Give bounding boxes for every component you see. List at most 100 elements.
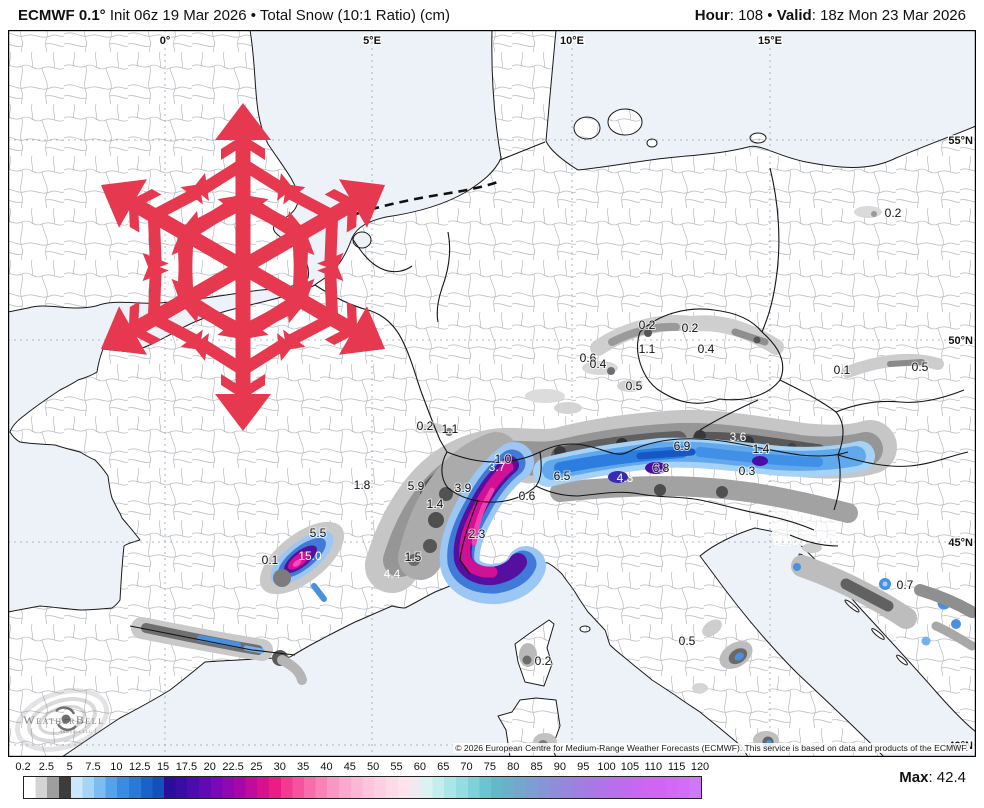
legend-tick: 65 [437,761,450,773]
legend-tick: 40 [320,761,333,773]
legend-color-segment [397,777,421,798]
svg-text:10°E: 10°E [560,35,584,47]
svg-text:0.7: 0.7 [897,578,914,592]
svg-text:1.0: 1.0 [495,452,512,466]
legend-tick: 70 [460,761,473,773]
weatherbell-sub-text: Analytics LLC [59,729,92,734]
legend-tick: 120 [690,761,710,773]
lake-ijsselmeer [352,231,372,249]
svg-text:0.2: 0.2 [417,419,434,433]
hurricane-icon [55,706,77,731]
legend-color-segment [327,777,351,798]
country-borders [129,141,969,656]
sea-baltic [545,30,976,171]
init-info: Init 06z 19 Mar 2026 • Total Snow (10:1 … [105,6,450,24]
legend-tick: 12.5 [129,761,151,773]
legend-tick: 35 [297,761,310,773]
svg-text:55°N: 55°N [948,135,973,147]
legend-tick: 75 [483,761,497,773]
svg-text:0.2: 0.2 [639,318,656,332]
snow-value-labels: 0.2 0.21.1 0.40.60.4 0.1 0.50.50.2 1.13.66.9 1… [261,205,930,669]
svg-text:0.1: 0.1 [262,553,279,567]
legend-tick: 7.5 [85,761,101,773]
island-elba [579,625,591,633]
legend-tick: 50 [367,761,380,773]
legend-color-segment [374,777,398,798]
legend-tick: 90 [553,761,567,773]
map-title: ECMWF 0.1° Init 06z 19 Mar 2026 • Total … [18,7,450,24]
map-frame [8,30,976,757]
legend-tick: 85 [530,761,543,773]
svg-text:0.2: 0.2 [682,321,699,335]
legend-color-segment [560,777,585,798]
legend-tick: 10 [110,761,123,773]
legend-tick: 0.2 [15,761,31,773]
legend-tick: 80 [507,761,520,773]
svg-text:0.4: 0.4 [698,342,715,356]
legend-color-segment [234,777,258,798]
legend-tick: 25 [250,761,263,773]
legend-tick: 100 [597,761,616,773]
svg-text:2.3: 2.3 [469,527,486,541]
great-britain [8,30,309,313]
svg-text:15°E: 15°E [758,35,782,47]
legend-tick: 30 [273,761,286,773]
legend-tick: 22.5 [222,761,244,773]
legend-color-segment [94,777,118,798]
svg-text:1.1: 1.1 [639,342,656,356]
legend-color-segment [117,777,141,798]
legend-color-segment [420,777,445,798]
svg-text:0.6: 0.6 [580,351,597,365]
svg-text:4.4: 4.4 [384,567,401,581]
islands [8,30,908,757]
island-zealand [607,108,643,136]
legend-tick: 55 [390,761,403,773]
svg-text:1.1: 1.1 [442,422,459,436]
svg-text:1.4: 1.4 [753,442,770,456]
legend-color-segment [257,777,281,798]
svg-text:3.7: 3.7 [489,460,506,474]
legend-tick: 15 [156,761,170,773]
legend-color-segment [514,777,538,798]
svg-text:5°E: 5°E [363,35,381,47]
svg-text:1.5: 1.5 [405,550,422,564]
legend-tick: 105 [620,761,640,773]
svg-text:50°N: 50°N [948,335,973,347]
legend-color-segment [654,777,678,798]
legend-color-segment [607,777,631,798]
legend-color-segment [24,777,48,798]
legend-color-segment [584,777,608,798]
legend-colorbar [23,776,702,799]
legend-color-segment [444,777,468,798]
legend-color-segment [164,777,188,798]
svg-text:0.4: 0.4 [590,357,607,371]
graticule-lines [8,30,976,757]
max-value-box: Max: 42.4 [899,769,966,786]
legend-color-segment [304,777,328,798]
legend-tick: 17.5 [175,761,198,773]
legend-color-segment [210,777,235,798]
legend-tick: 2.5 [38,761,54,773]
legend-color-segment [537,777,561,798]
svg-text:0.2: 0.2 [535,654,552,668]
header: ECMWF 0.1° Init 06z 19 Mar 2026 • Total … [0,0,984,30]
svg-text:6.9: 6.9 [674,439,691,453]
svg-text:0.5: 0.5 [912,360,929,374]
hour-label: Hour [694,6,730,24]
legend-tick: 110 [644,761,663,773]
svg-text:0.5: 0.5 [626,379,643,393]
legend-tick: 45 [343,761,356,773]
svg-text:0.2: 0.2 [885,206,902,220]
legend-color-segment [140,777,165,798]
svg-text:0.1: 0.1 [834,363,851,377]
max-label: Max [899,769,929,786]
legend-tick: 95 [577,761,590,773]
legend-color-segment [630,777,655,798]
svg-text:6.8: 6.8 [653,461,670,475]
frisian-islands [355,180,499,216]
svg-text:1.4: 1.4 [427,497,444,511]
legend-footer: 0.2 2.5 5 7.5 10 12.5 15 17.5 20 22.5 25 30 35 40 45 50… [0,757,984,808]
legend-color-segment [47,777,71,798]
copyright-text: © 2026 European Centre for Medium-Range … [453,743,970,753]
